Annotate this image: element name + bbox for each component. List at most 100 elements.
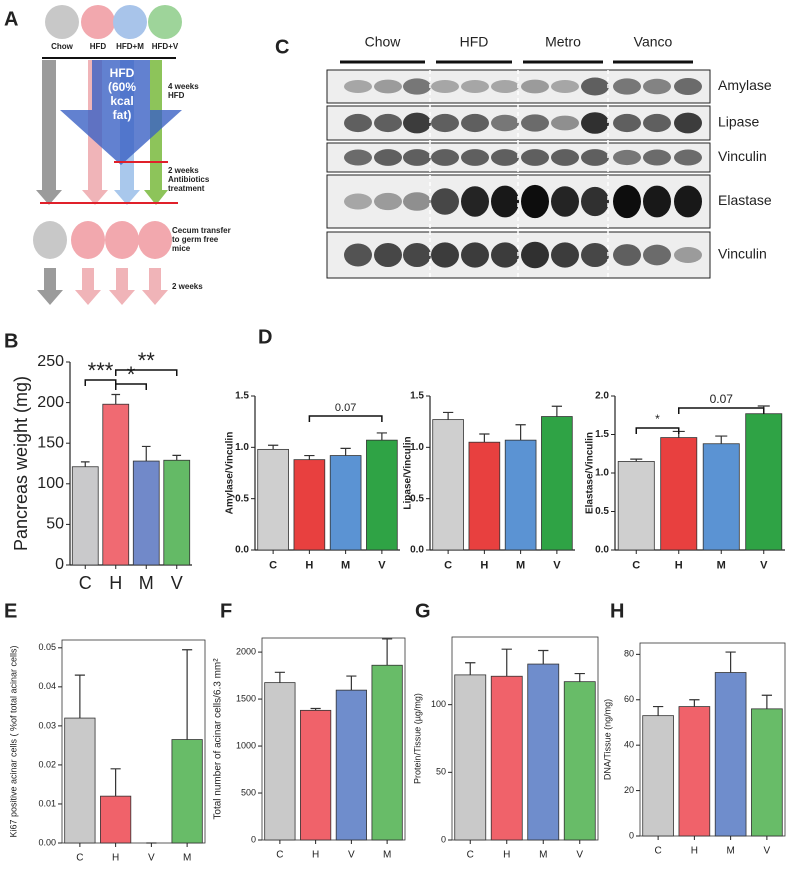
bar (163, 459, 191, 566)
row-label: Vinculin (718, 246, 767, 262)
error-bar (111, 393, 121, 405)
x-tick-label: V (348, 850, 355, 861)
bar (264, 682, 296, 841)
band (491, 149, 519, 166)
band (674, 185, 702, 218)
error-bar (689, 699, 700, 707)
band (431, 149, 459, 166)
x-tick-label: C (76, 853, 83, 864)
y-tick-label: 1.5 (410, 391, 424, 402)
y-tick-label: 150 (37, 434, 64, 451)
band (461, 113, 489, 133)
band (374, 79, 402, 94)
y-tick-label: 0.0 (235, 545, 249, 556)
band (613, 113, 641, 133)
y-tick-label: 60 (624, 694, 634, 704)
bar (504, 439, 537, 551)
significance-label: ** (138, 348, 156, 373)
band (431, 188, 459, 215)
x-tick-label: M (383, 850, 391, 861)
y-tick-label: 250 (37, 353, 64, 370)
error-bar (574, 672, 585, 682)
bar (257, 448, 289, 551)
error-bar (725, 651, 736, 673)
y-tick-label: 1500 (236, 693, 256, 703)
row-label: Elastase (718, 192, 772, 208)
error-bar (515, 424, 526, 441)
band (431, 242, 459, 268)
band (374, 113, 402, 133)
bar (71, 466, 99, 566)
x-tick-label: C (655, 846, 662, 857)
panel-letter: F (220, 600, 232, 622)
y-tick-label: 80 (624, 649, 634, 659)
band (491, 114, 519, 132)
group-label: Vanco (634, 34, 673, 50)
band (521, 149, 549, 166)
band (461, 149, 489, 166)
y-tick-label: 1.0 (235, 442, 249, 453)
y-tick-label: 0.5 (595, 506, 609, 517)
error-bar (110, 768, 121, 797)
band (403, 78, 431, 95)
y-tick-label: 0.01 (38, 798, 56, 808)
y-tick-label: 1.5 (235, 391, 249, 402)
bar (371, 664, 403, 841)
error-bar (141, 445, 151, 462)
y-tick-label: 0.02 (38, 759, 56, 769)
x-tick-label: M (139, 573, 154, 593)
error-bar (274, 671, 285, 683)
band (461, 186, 489, 217)
y-tick-label: 1.0 (595, 468, 609, 479)
y-axis-label: Total number of acinar cells/6.3 mm² (213, 658, 224, 820)
error-bar (715, 435, 728, 444)
row-label: Amylase (718, 77, 772, 93)
band (521, 241, 549, 269)
x-tick-label: V (148, 853, 155, 864)
significance-bracket (308, 415, 383, 422)
x-tick-label: H (312, 850, 319, 861)
band (431, 113, 459, 133)
frame (61, 639, 206, 844)
bar (300, 709, 332, 841)
bar (751, 708, 783, 837)
y-tick-label: 100 (37, 475, 64, 492)
x-tick-label: V (760, 559, 768, 571)
y-axis-label: Amylase/Vinculin (225, 432, 236, 515)
bar (102, 403, 130, 566)
error-bar (182, 649, 193, 740)
band (521, 79, 549, 94)
frame (639, 642, 786, 837)
group-label: Chow (365, 34, 402, 50)
x-tick-label: C (632, 559, 640, 571)
band (374, 149, 402, 166)
error-bar (652, 705, 664, 716)
arrow-text: HFD (60% kcal fat) (107, 66, 136, 122)
y-tick-label: 40 (624, 740, 634, 750)
panel-letter: H (610, 600, 624, 622)
x-tick-label: H (675, 559, 683, 571)
y-tick-label: 2.0 (595, 391, 609, 402)
bar (64, 717, 96, 844)
x-tick-label: M (516, 559, 525, 571)
band (431, 80, 459, 93)
panel-letter: C (275, 36, 289, 58)
band (344, 80, 372, 93)
frame (451, 636, 599, 841)
x-tick-label: M (183, 853, 191, 864)
group-label: HFD+M (116, 42, 144, 51)
y-tick-label: 500 (241, 787, 256, 797)
band (461, 242, 489, 268)
y-tick-label: 0.03 (38, 720, 56, 730)
significance-label: 0.07 (710, 392, 734, 406)
x-tick-label: H (305, 559, 313, 571)
error-bar (551, 405, 563, 417)
y-tick-label: 200 (37, 394, 64, 411)
bar (702, 443, 740, 551)
x-tick-label: C (79, 573, 92, 593)
bar (132, 460, 160, 566)
y-axis-label: Pancreas weight (mg) (11, 376, 31, 551)
x-tick-label: H (112, 853, 119, 864)
x-tick-label: C (467, 850, 474, 861)
error-bar (501, 648, 512, 677)
